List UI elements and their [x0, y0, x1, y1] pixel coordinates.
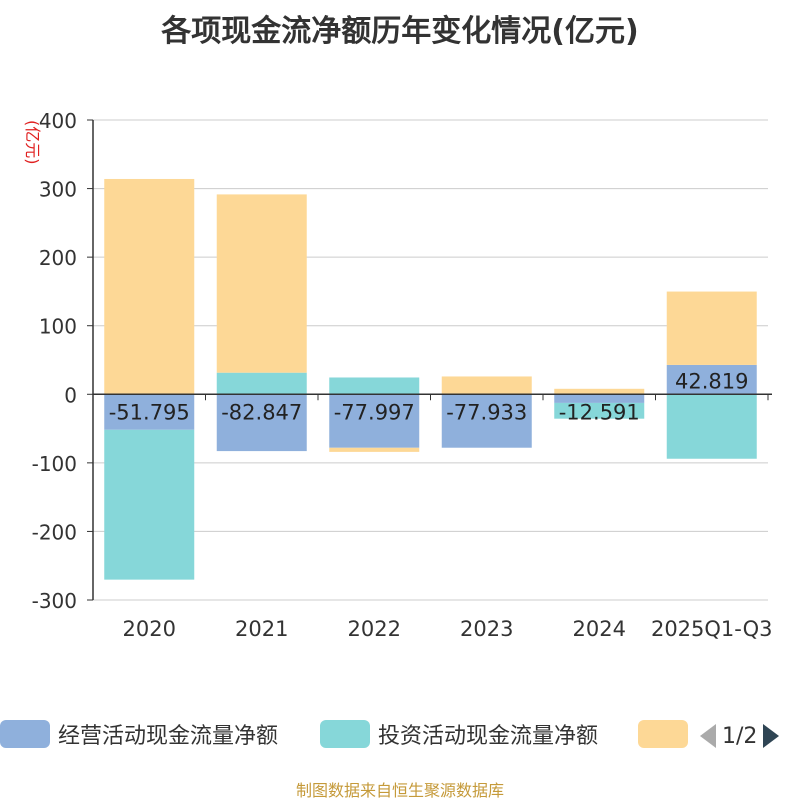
data-label: -77.997	[334, 400, 415, 424]
legend-swatch-investing	[320, 720, 370, 748]
legend-item-operating[interactable]: 经营活动现金流量净额	[0, 720, 279, 749]
bar-financing	[104, 178, 195, 395]
y-tick-label: 300	[39, 178, 77, 202]
bar-investing	[554, 402, 645, 419]
bar-operating	[554, 394, 645, 403]
grid-lines	[93, 119, 768, 601]
bar-financing	[329, 447, 420, 452]
x-tick-label: 2025Q1-Q3	[651, 617, 773, 641]
y-tick-label: -200	[32, 520, 77, 544]
y-tick-label: -100	[32, 452, 77, 476]
chart-svg: 400 300 200 100 0 -100 -200 -300 2020 2021 2022 202…	[32, 109, 773, 641]
bar-investing	[216, 372, 307, 395]
axes: 400 300 200 100 0 -100 -200 -300 2020 2021 2022 202…	[32, 109, 773, 641]
data-label: -77.933	[446, 400, 527, 424]
bar-investing	[666, 394, 757, 459]
legend-item-financing[interactable]	[638, 720, 696, 748]
legend-next-icon[interactable]	[763, 724, 780, 748]
bar-operating	[216, 394, 307, 452]
legend-label-investing: 投资活动现金流量净额	[378, 724, 599, 749]
x-tick-label: 2020	[123, 617, 176, 641]
x-tick-label: 2021	[235, 617, 288, 641]
legend: 经营活动现金流量净额 投资活动现金流量净额 1/2	[0, 712, 800, 756]
legend-swatch-operating	[0, 720, 50, 748]
chart-title: 各项现金流净额历年变化情况(亿元)	[161, 14, 639, 49]
data-labels: -51.795 -82.847 -77.997 -77.933 -12.591 42.81…	[109, 370, 749, 425]
bars	[104, 178, 757, 580]
bar-financing	[216, 194, 307, 373]
data-label: -82.847	[221, 400, 302, 424]
legend-item-investing[interactable]: 投资活动现金流量净额	[320, 720, 599, 749]
bar-operating	[441, 394, 532, 448]
bar-operating	[104, 394, 195, 430]
bar-financing	[554, 388, 645, 395]
data-label: 42.819	[675, 370, 748, 394]
data-label: -51.795	[109, 400, 190, 424]
bar-operating	[329, 394, 420, 448]
legend-page-indicator: 1/2	[722, 723, 758, 749]
x-tick-label: 2022	[348, 617, 401, 641]
x-tick-label: 2023	[460, 617, 513, 641]
bar-financing	[441, 376, 532, 395]
legend-prev-icon[interactable]	[700, 724, 716, 748]
legend-pager: 1/2	[700, 722, 780, 750]
bar-operating	[666, 364, 757, 395]
bar-investing	[104, 429, 195, 580]
bar-financing	[666, 291, 757, 365]
x-tick-label: 2024	[573, 617, 626, 641]
y-tick-label: 400	[39, 109, 77, 133]
legend-swatch-financing	[638, 720, 688, 748]
legend-label-operating: 经营活动现金流量净额	[58, 724, 279, 749]
y-tick-label: 0	[64, 383, 77, 407]
data-label: -12.591	[559, 400, 640, 424]
bar-investing	[329, 377, 420, 395]
y-tick-label: 200	[39, 246, 77, 270]
y-tick-label: -300	[32, 589, 77, 613]
y-tick-label: 100	[39, 315, 77, 339]
data-source: 制图数据来自恒生聚源数据库	[295, 781, 504, 800]
